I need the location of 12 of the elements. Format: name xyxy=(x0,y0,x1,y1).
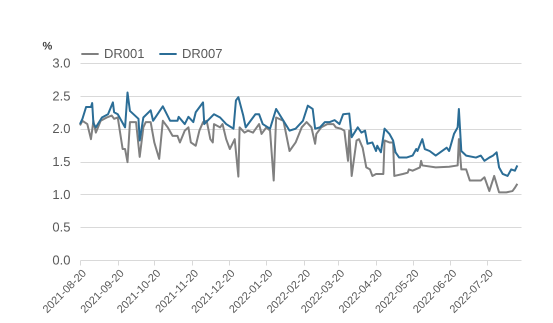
y-axis-title: % xyxy=(42,40,52,52)
y-tick-label: 2.0 xyxy=(52,121,70,136)
legend-label: DR007 xyxy=(182,46,222,61)
y-tick-label: 0.0 xyxy=(52,252,70,268)
legend-label: DR001 xyxy=(104,46,144,61)
line-series xyxy=(79,114,518,194)
y-tick-label: 3.0 xyxy=(52,56,70,70)
line-series xyxy=(79,92,518,177)
y-tick-label: 1.5 xyxy=(52,154,70,169)
y-tick-label: 1.0 xyxy=(52,186,70,202)
y-tick-label: 2.5 xyxy=(52,88,70,104)
y-tick-label: 0.5 xyxy=(52,220,70,235)
